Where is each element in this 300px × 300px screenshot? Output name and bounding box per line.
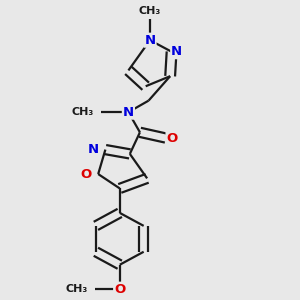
Text: CH₃: CH₃ <box>139 6 161 16</box>
Text: N: N <box>171 45 182 58</box>
Text: O: O <box>81 167 92 181</box>
Text: N: N <box>88 143 99 156</box>
Text: O: O <box>114 283 125 296</box>
Text: CH₃: CH₃ <box>72 107 94 117</box>
Text: N: N <box>123 106 134 119</box>
Text: CH₃: CH₃ <box>66 284 88 294</box>
Text: N: N <box>144 34 156 47</box>
Text: O: O <box>167 132 178 145</box>
